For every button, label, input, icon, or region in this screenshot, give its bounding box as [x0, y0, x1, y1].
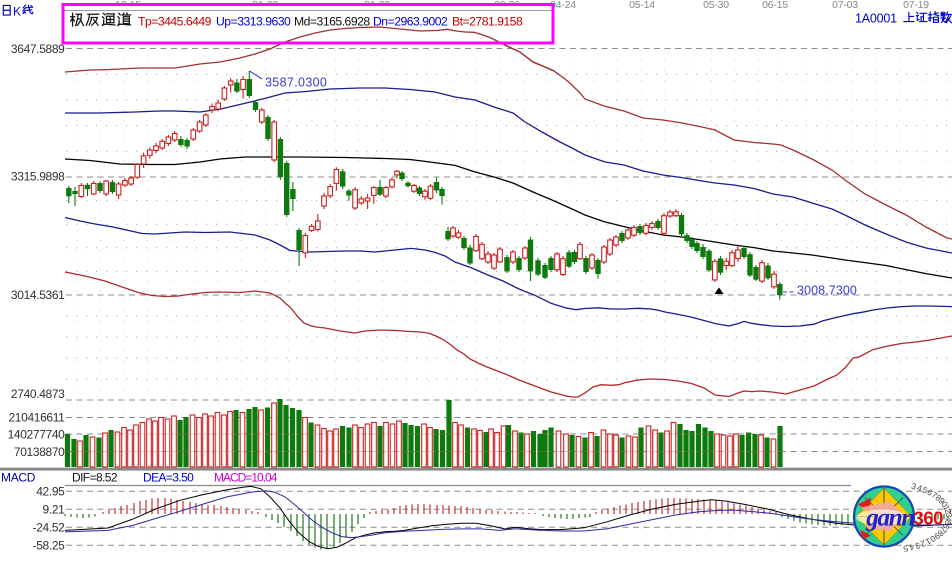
svg-text:3014.5361: 3014.5361 — [11, 288, 65, 302]
svg-text:1A0001: 1A0001 — [855, 12, 897, 26]
svg-text:7: 7 — [930, 489, 940, 500]
svg-text:04-24: 04-24 — [550, 0, 576, 11]
svg-text:0: 0 — [928, 533, 937, 544]
svg-text:gann: gann — [865, 503, 914, 532]
svg-text:07-03: 07-03 — [832, 0, 858, 11]
svg-text:6: 6 — [926, 487, 935, 498]
svg-text:3647.5889: 3647.5889 — [11, 42, 65, 56]
svg-text:DEA=3.50: DEA=3.50 — [143, 471, 194, 485]
svg-text:3: 3 — [944, 512, 952, 518]
svg-text:MACD: MACD — [1, 471, 36, 485]
svg-text:-58.25: -58.25 — [33, 539, 66, 553]
svg-text:05-30: 05-30 — [703, 0, 729, 11]
svg-text:4: 4 — [908, 542, 915, 553]
svg-text:140277740: 140277740 — [8, 427, 66, 441]
svg-text:2: 2 — [919, 538, 927, 549]
svg-text:Tp=3445.6449: Tp=3445.6449 — [138, 15, 212, 29]
svg-text:70138870: 70138870 — [14, 445, 65, 459]
svg-text:07-19: 07-19 — [903, 0, 929, 11]
svg-text:06-15: 06-15 — [762, 0, 788, 11]
svg-text:Md=3165.6928: Md=3165.6928 — [294, 15, 370, 29]
svg-text:8: 8 — [935, 528, 945, 539]
svg-text:05-14: 05-14 — [629, 0, 655, 11]
svg-text:K: K — [13, 5, 21, 19]
svg-text:3: 3 — [914, 540, 922, 551]
svg-text:2: 2 — [943, 508, 952, 516]
svg-text:0: 0 — [939, 499, 950, 509]
svg-text:3: 3 — [910, 481, 917, 492]
svg-text:1: 1 — [924, 536, 933, 547]
svg-text:9: 9 — [937, 496, 948, 507]
svg-text:210416611: 210416611 — [8, 411, 65, 425]
svg-text:42.95: 42.95 — [36, 485, 65, 499]
svg-text:5: 5 — [921, 485, 930, 496]
svg-text:5: 5 — [942, 519, 952, 527]
svg-text:360: 360 — [914, 508, 944, 529]
svg-text:4: 4 — [943, 516, 952, 522]
svg-text:5: 5 — [902, 543, 909, 554]
svg-text:7: 7 — [938, 525, 949, 535]
svg-text:DIF=8.52: DIF=8.52 — [72, 471, 118, 485]
svg-text:3587.0300: 3587.0300 — [265, 76, 327, 90]
svg-text:3315.9898: 3315.9898 — [11, 170, 65, 184]
svg-text:8: 8 — [934, 492, 944, 503]
svg-text:9: 9 — [932, 531, 942, 542]
svg-text:1: 1 — [941, 503, 952, 512]
svg-text:9.21: 9.21 — [43, 503, 66, 517]
svg-text:Dn=2963.9002: Dn=2963.9002 — [373, 15, 448, 29]
svg-text:Bt=2781.9158: Bt=2781.9158 — [452, 15, 523, 29]
svg-text:2740.4873: 2740.4873 — [11, 387, 65, 401]
svg-text:MACD=10.04: MACD=10.04 — [214, 471, 278, 485]
svg-text:4: 4 — [916, 482, 924, 493]
svg-text:-24.52: -24.52 — [33, 521, 66, 535]
svg-text:3008.7300: 3008.7300 — [797, 284, 857, 298]
svg-text:Up=3313.9630: Up=3313.9630 — [216, 15, 291, 29]
svg-text:6: 6 — [941, 522, 952, 531]
